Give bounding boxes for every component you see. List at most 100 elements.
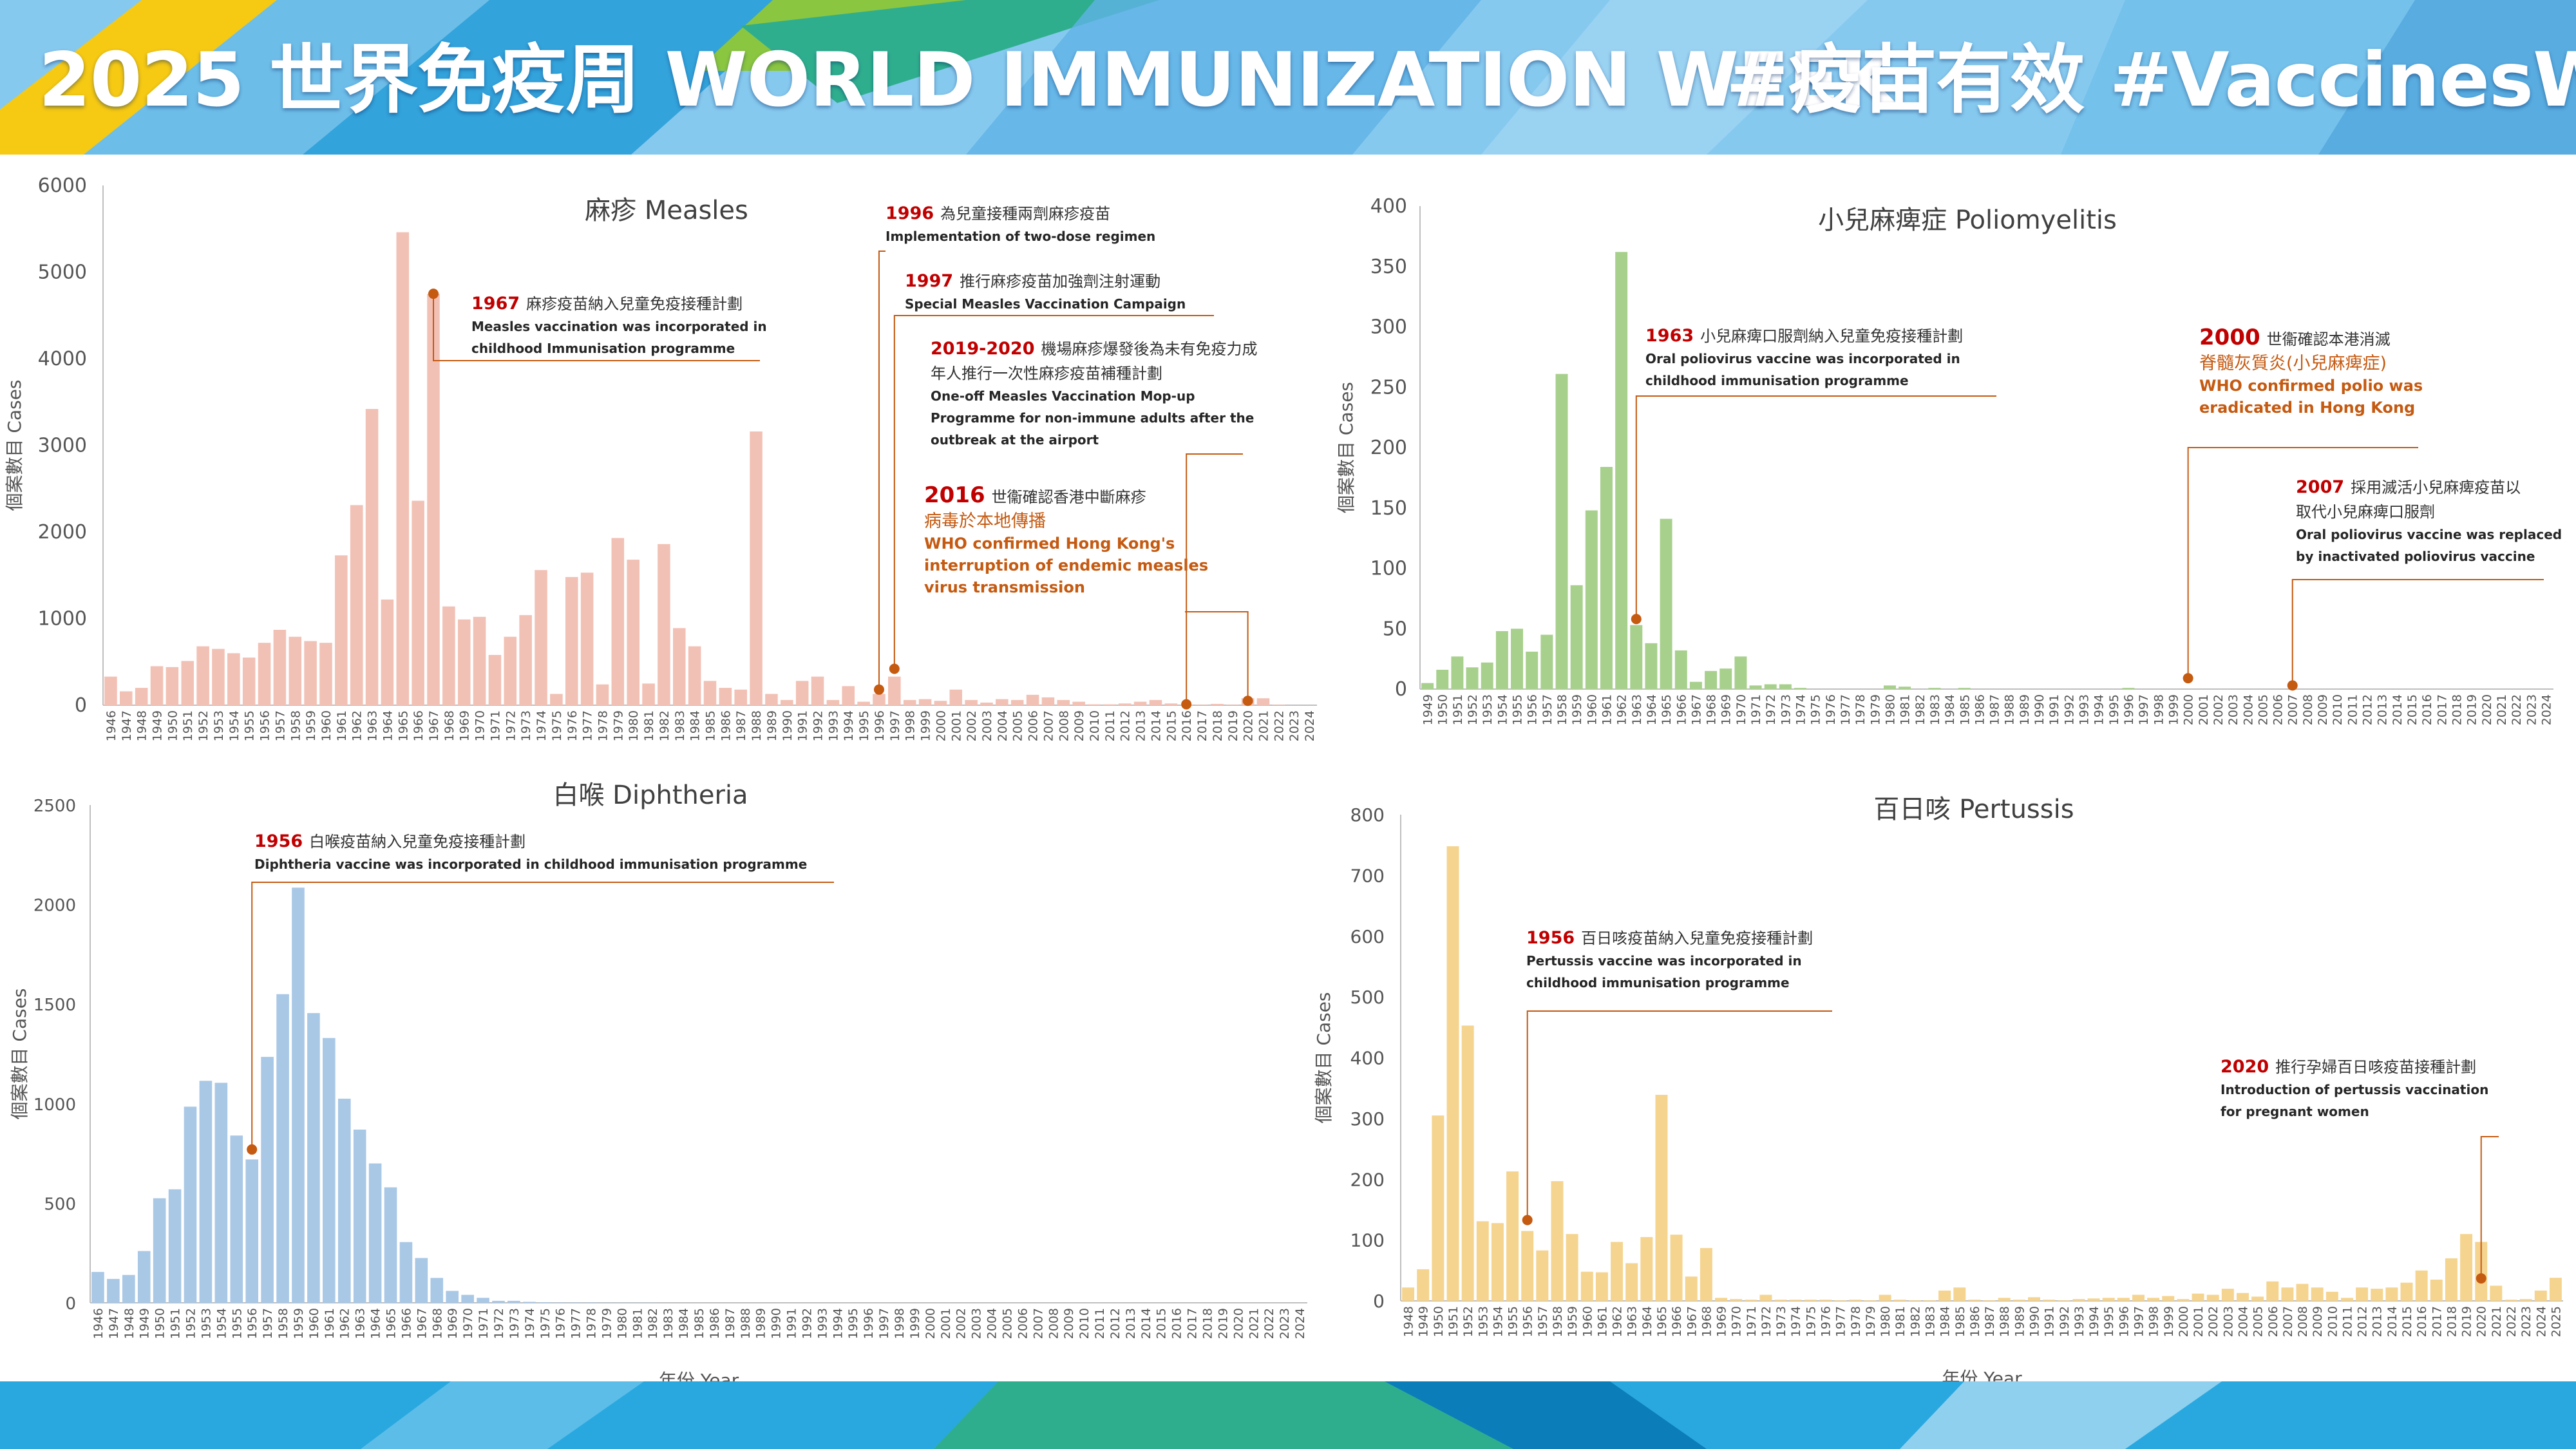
bar <box>1432 1115 1444 1301</box>
y-tick-label: 3000 <box>38 435 87 457</box>
x-tick-label: 1949 <box>1421 694 1435 725</box>
x-tick-label: 1989 <box>765 710 779 741</box>
y-tick-label: 150 <box>1370 497 1407 520</box>
bar <box>980 702 993 705</box>
bar <box>304 641 317 705</box>
x-tick-label: 1967 <box>415 1308 429 1339</box>
x-tick-label: 2017 <box>1186 1308 1200 1339</box>
bar <box>1849 1300 1862 1301</box>
x-tick-label: 2024 <box>2539 694 2553 725</box>
bar <box>289 636 302 705</box>
annotation-year: 2000 <box>2199 325 2260 350</box>
x-tick-label: 1972 <box>1759 1306 1774 1337</box>
annotation-zh: 為兒童接種兩劑麻疹疫苗 <box>940 205 1110 223</box>
x-tick-label: 1988 <box>2003 694 2017 725</box>
bar <box>1670 1235 1683 1301</box>
bar <box>276 994 289 1303</box>
annotation-marker <box>1522 1215 1533 1226</box>
x-tick-label: 1973 <box>507 1308 522 1339</box>
x-tick-label: 2010 <box>1088 710 1102 741</box>
x-tick-label: 1967 <box>1685 1306 1699 1337</box>
bar <box>335 555 348 705</box>
y-tick-label: 2500 <box>33 797 76 816</box>
annotation-year: 1967 <box>471 294 520 314</box>
bar <box>1764 684 1777 689</box>
x-tick-label: 2020 <box>1242 710 1256 741</box>
x-tick-label: 2022 <box>2510 694 2524 725</box>
x-tick-label: 2000 <box>2177 1306 2191 1337</box>
bar <box>996 699 1009 705</box>
x-tick-label: 2013 <box>2376 694 2390 725</box>
annotation-year: 1996 <box>886 204 934 223</box>
x-tick-label: 1985 <box>704 710 718 741</box>
x-tick-label: 2009 <box>1072 710 1086 741</box>
x-tick-label: 1976 <box>554 1308 568 1339</box>
annotation-en: Implementation of two-dose regimen <box>886 229 1155 244</box>
annotation-en: Introduction of pertussis vaccination <box>2221 1082 2488 1097</box>
x-tick-label: 1969 <box>446 1308 460 1339</box>
bar <box>1585 510 1598 689</box>
bar <box>168 1189 182 1303</box>
x-tick-label: 2002 <box>2206 1306 2221 1337</box>
bar <box>765 694 778 705</box>
bar <box>2311 1287 2324 1301</box>
bar <box>1674 650 1687 689</box>
annotation-en: Oral poliovirus vaccine was replaced <box>2296 527 2562 542</box>
bar <box>1491 1223 1504 1301</box>
annotation-heading: 1956 百日咳疫苗納入兒童免疫接種計劃 <box>1526 928 1813 948</box>
bar <box>1759 1294 1772 1301</box>
bar <box>1794 688 1807 689</box>
x-tick-label: 1951 <box>1451 694 1465 725</box>
bar <box>734 689 748 705</box>
x-tick-label: 1982 <box>646 1308 660 1339</box>
x-tick-label: 1999 <box>2162 1306 2176 1337</box>
x-tick-label: 2021 <box>1256 710 1271 741</box>
x-tick-label: 1986 <box>1968 1306 1982 1337</box>
x-tick-label: 1994 <box>842 710 856 741</box>
bar <box>227 653 240 705</box>
chart-title: 麻疹 Measles <box>585 196 748 225</box>
bar <box>384 1187 397 1303</box>
x-tick-label: 1989 <box>754 1308 768 1339</box>
x-tick-label: 1956 <box>258 710 272 741</box>
x-tick-label: 1993 <box>815 1308 829 1339</box>
x-tick-label: 2005 <box>2256 694 2270 725</box>
x-tick-label: 1998 <box>904 710 918 741</box>
x-tick-label: 1952 <box>184 1308 198 1339</box>
bar <box>538 1302 551 1303</box>
x-tick-label: 1997 <box>2132 1306 2146 1337</box>
x-tick-label: 2009 <box>1062 1308 1076 1339</box>
x-tick-label: 1972 <box>504 710 518 741</box>
x-tick-label: 1994 <box>831 1308 845 1339</box>
bar <box>918 699 932 705</box>
x-tick-label: 1997 <box>877 1308 891 1339</box>
annotation-en: interruption of endemic measles <box>924 556 1208 574</box>
annotation: 1956 百日咳疫苗納入兒童免疫接種計劃 Pertussis vaccine was… <box>1522 928 1832 1226</box>
bar <box>1600 467 1613 689</box>
bar <box>2490 1285 2503 1301</box>
bar <box>1580 1271 1593 1301</box>
y-tick-label: 100 <box>1370 558 1407 580</box>
x-tick-label: 1984 <box>1943 694 1957 725</box>
annotation-heading: 2020 推行孕婦百日咳疫苗接種計劃 <box>2221 1057 2476 1077</box>
x-tick-label: 1953 <box>199 1308 213 1339</box>
annotation-en: WHO confirmed Hong Kong's <box>924 535 1175 553</box>
bar <box>672 628 686 705</box>
x-tick-label: 1948 <box>122 1308 137 1339</box>
x-tick-label: 2008 <box>2301 694 2315 725</box>
x-tick-label: 2021 <box>2495 694 2509 725</box>
bar <box>1630 625 1643 689</box>
banner-background <box>0 0 2576 155</box>
x-tick-label: 1991 <box>796 710 810 741</box>
x-tick-label: 2015 <box>1155 1308 1169 1339</box>
y-tick-label: 200 <box>1350 1169 1385 1190</box>
x-tick-label: 2015 <box>2405 694 2420 725</box>
bar <box>642 683 655 705</box>
bar <box>627 560 639 705</box>
x-tick-label: 1976 <box>565 710 580 741</box>
x-tick-label: 1987 <box>723 1308 737 1339</box>
bar <box>430 1278 444 1303</box>
x-tick-label: 1977 <box>581 710 595 741</box>
